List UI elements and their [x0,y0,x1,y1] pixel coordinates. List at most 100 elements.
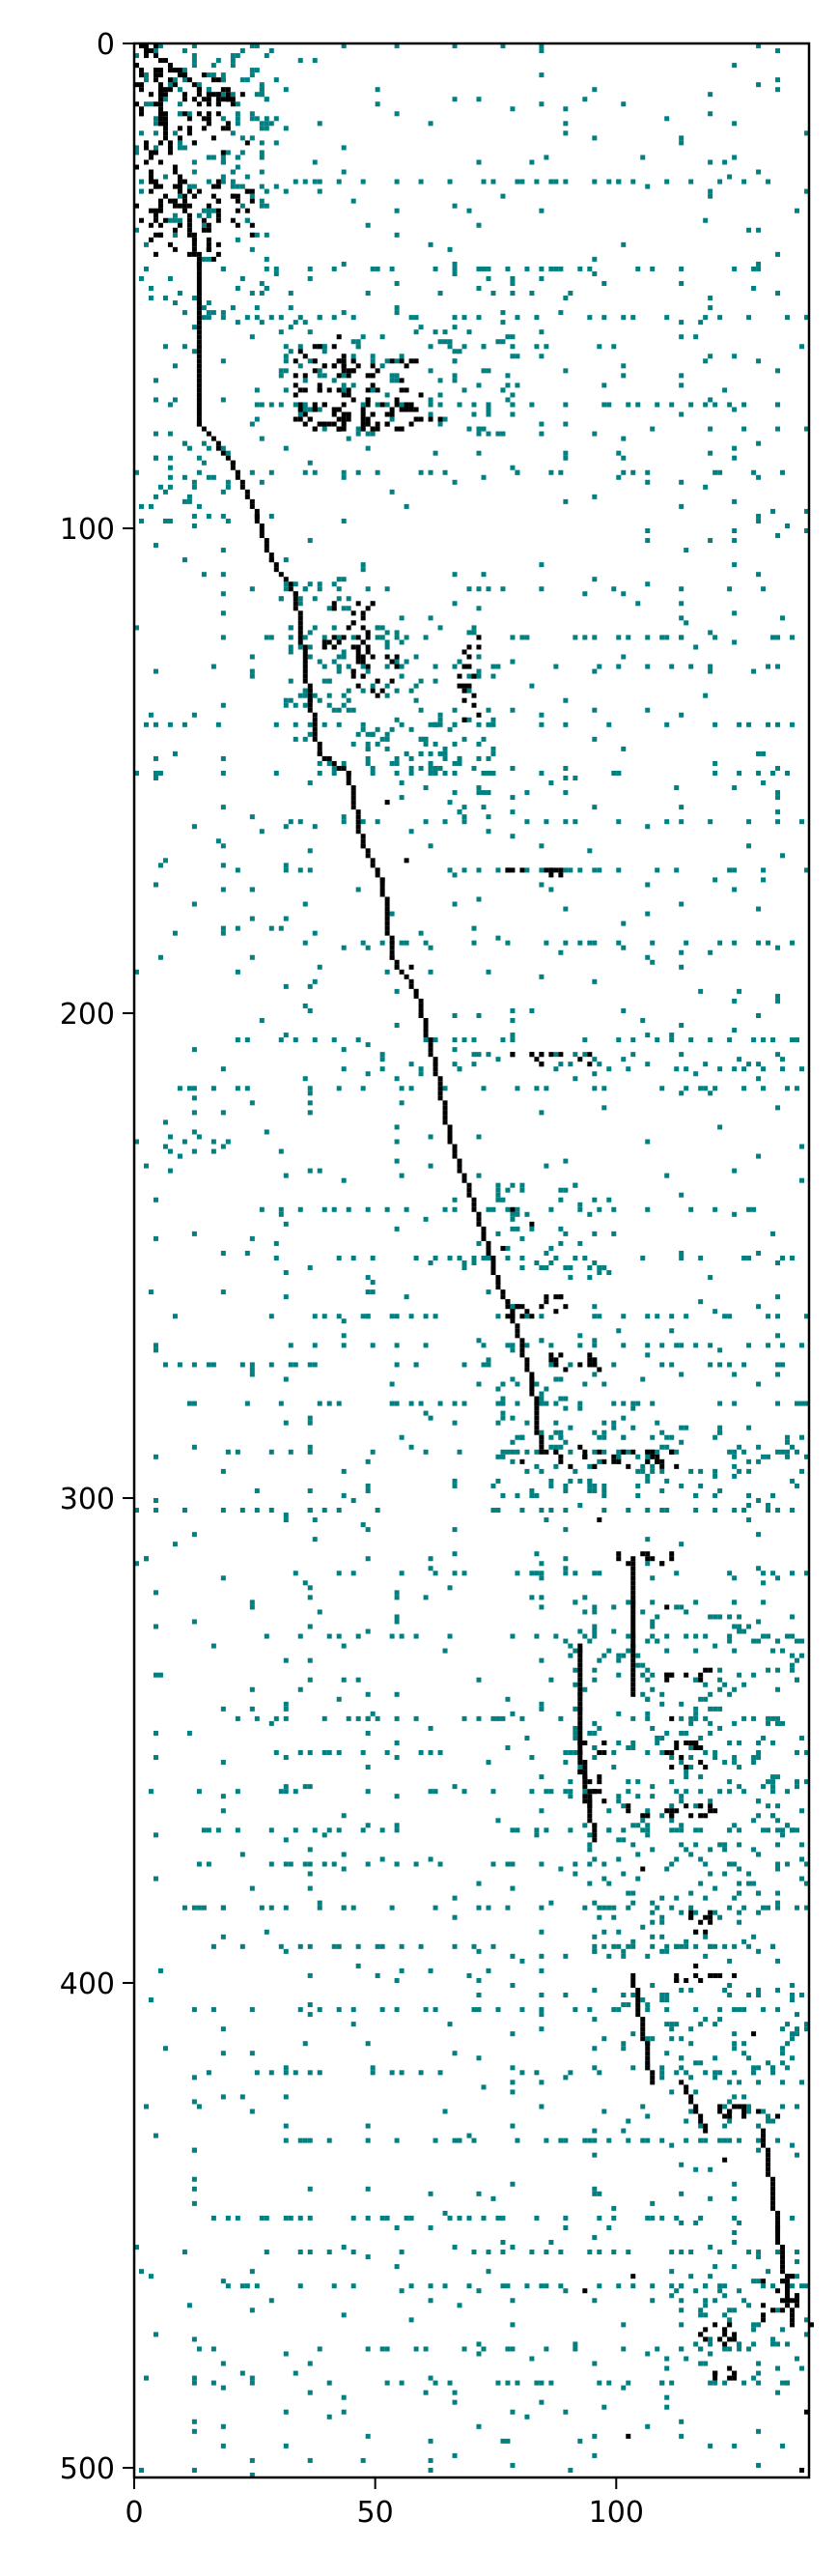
secondary-cell [737,1740,742,1745]
secondary-cell [428,760,433,766]
secondary-cell [539,712,545,718]
secondary-cell [751,1638,757,1644]
secondary-cell [582,1595,588,1600]
primary-cell [442,1119,448,1125]
secondary-cell [659,1487,665,1493]
secondary-cell [355,1943,361,1949]
secondary-cell [727,1905,733,1911]
secondary-cell [693,1599,699,1605]
secondary-cell [370,1280,376,1286]
secondary-cell [162,1119,168,1125]
secondary-cell [307,1677,313,1683]
secondary-cell [307,1449,313,1455]
secondary-cell [278,1148,284,1154]
secondary-cell [727,1362,733,1368]
secondary-cell [220,1066,226,1072]
secondary-cell [712,877,718,883]
secondary-cell [746,1993,752,1998]
primary-cell [630,1977,636,1983]
secondary-cell [601,1508,607,1514]
secondary-cell [770,2065,776,2071]
primary-cell [708,1667,713,1673]
secondary-cell [804,508,809,514]
secondary-cell [746,1468,752,1474]
secondary-cell [790,1827,796,1833]
primary-cell [500,1245,506,1251]
primary-cell [476,1211,482,1217]
primary-cell [389,659,395,665]
secondary-cell [235,969,240,975]
primary-cell [341,765,347,771]
secondary-cell [273,1715,279,1721]
secondary-cell [510,1415,516,1421]
secondary-cell [799,2283,804,2289]
secondary-cell [635,1468,641,1474]
secondary-cell [524,1468,530,1474]
secondary-cell [775,1866,781,1872]
primary-cell [587,1362,593,1368]
secondary-cell [669,1818,675,1824]
secondary-cell [341,387,347,393]
secondary-cell [307,2457,313,2463]
primary-cell [712,1808,718,1814]
secondary-cell [790,1667,796,1673]
secondary-cell [384,392,390,398]
secondary-cell [592,1571,598,1576]
primary-cell [775,2235,781,2241]
secondary-cell [370,1255,376,1260]
secondary-cell [693,1677,699,1683]
secondary-cell [302,378,308,383]
secondary-cell [249,246,255,252]
primary-cell [196,373,202,379]
primary-cell [418,392,424,398]
primary-cell [780,2250,786,2255]
secondary-cell [423,635,429,640]
primary-cell [297,620,303,626]
primary-cell [215,212,221,218]
primary-cell [630,1624,636,1629]
primary-cell [153,212,158,218]
secondary-cell [775,1890,781,1896]
secondary-cell [500,1715,506,1721]
secondary-cell [732,1943,738,1949]
secondary-cell [737,1866,742,1872]
secondary-cell [379,1066,385,1072]
primary-cell [457,1168,462,1174]
secondary-cell [365,1487,371,1493]
secondary-cell [254,416,260,422]
secondary-cell [220,843,226,849]
secondary-cell [568,1478,573,1484]
secondary-cell [394,635,400,640]
primary-cell [293,373,298,379]
primary-cell [365,373,371,379]
secondary-cell [486,770,491,777]
secondary-cell [655,1735,660,1741]
secondary-cell [259,155,265,160]
secondary-cell [616,1929,622,1935]
secondary-cell [312,625,318,631]
secondary-cell [399,1086,405,1091]
secondary-cell [138,275,144,281]
primary-cell [408,358,414,364]
secondary-cell [370,354,376,359]
secondary-cell [153,1235,158,1241]
secondary-cell [167,431,173,437]
secondary-cell [510,2123,516,2129]
secondary-cell [423,819,429,825]
secondary-cell [394,1715,400,1721]
secondary-cell [220,2443,226,2449]
primary-cell [461,1173,467,1178]
secondary-cell [452,2452,458,2458]
secondary-cell [698,2215,704,2221]
secondary-cell [795,208,800,213]
secondary-cell [611,1943,617,1949]
secondary-cell [471,1052,477,1058]
secondary-cell [201,440,207,446]
secondary-cell [486,2269,491,2275]
secondary-cell [519,1187,525,1193]
primary-cell [167,77,173,83]
secondary-cell [433,722,438,727]
secondary-cell [640,1468,646,1474]
secondary-cell [510,1633,516,1639]
secondary-cell [780,1648,786,1654]
